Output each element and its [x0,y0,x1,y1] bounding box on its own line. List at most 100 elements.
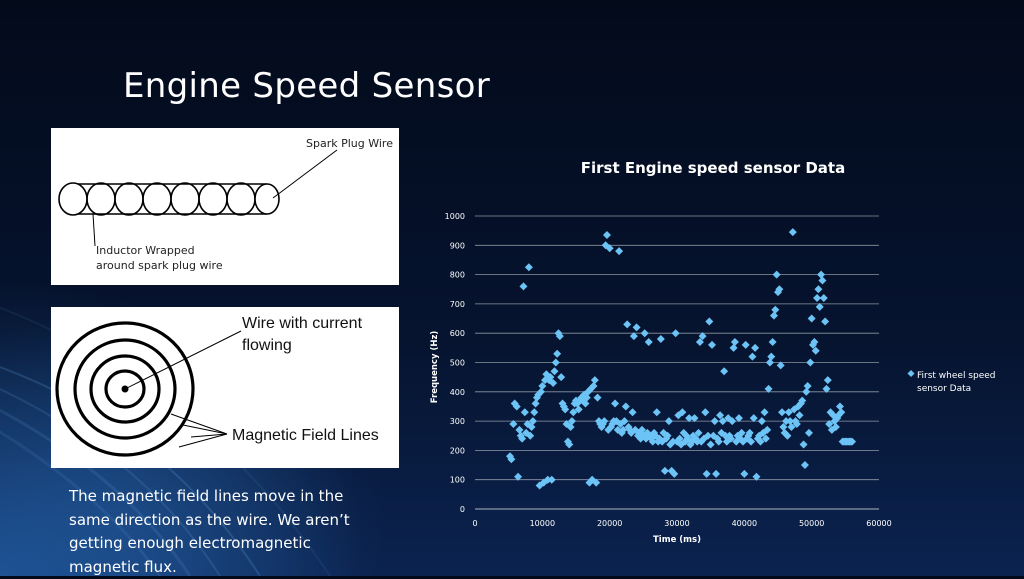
data-point [623,320,632,329]
data-point [553,349,562,358]
data-point [510,399,519,408]
inductor-coil-drawing [58,149,338,247]
data-point [747,437,756,446]
y-tick-label: 300 [450,417,465,426]
legend-label-line1: First wheel speed [917,371,996,381]
data-point [685,414,694,423]
data-point [738,437,747,446]
data-point [775,285,784,294]
data-point [823,376,832,385]
legend-label-line2: sensor Data [917,384,971,394]
data-point [536,387,545,396]
data-point [640,329,649,338]
data-point [835,402,844,411]
data-point [827,425,836,434]
data-point [734,414,743,423]
data-point [764,384,773,393]
data-point [703,431,712,440]
data-point [817,270,826,279]
data-point [625,425,634,434]
data-point [699,434,708,443]
wire-label-line1: Wire with current [242,315,363,332]
data-point [778,408,787,417]
data-point [760,408,769,417]
data-point [721,431,730,440]
y-tick-label: 100 [450,476,465,485]
data-point [776,361,785,370]
x-tick-label: 10000 [530,519,555,528]
data-point [693,437,702,446]
data-point [752,472,761,481]
data-point [745,428,754,437]
data-point [531,399,540,408]
data-point [589,381,598,390]
data-point [514,472,523,481]
data-point [656,335,665,344]
y-tick-label: 1000 [445,212,465,221]
data-point [837,408,846,417]
x-axis-title: Time (ms) [653,535,701,545]
data-point [687,437,696,446]
data-point [655,434,664,443]
inductor-label-line1: Inductor Wrapped [96,244,195,257]
data-point [509,420,518,429]
data-point [668,437,677,446]
data-point [547,475,556,484]
data-point [620,417,629,426]
data-point [538,381,547,390]
data-point [848,437,857,446]
data-point [813,294,822,303]
chart-gridlines [475,215,879,510]
y-tick-label: 600 [450,329,465,338]
data-point [615,247,624,256]
x-tick-label: 60000 [866,519,891,528]
data-point [567,417,576,426]
data-point [520,408,529,417]
data-point [819,294,828,303]
data-point [512,402,521,411]
data-point [522,428,531,437]
data-point [569,408,578,417]
data-point [592,478,601,487]
chart-title: First Engine speed sensor Data [581,159,845,177]
data-point [716,411,725,420]
data-point [648,437,657,446]
data-point [644,337,653,346]
data-point [782,417,791,426]
data-point [677,440,686,449]
data-point [701,408,710,417]
data-point [612,417,621,426]
data-point [530,408,539,417]
data-point [825,420,834,429]
data-point [551,358,560,367]
data-point [795,411,804,420]
field-lines-label: Magnetic Field Lines [232,427,379,444]
data-point [826,408,835,417]
data-point [767,352,776,361]
data-point [783,431,792,440]
data-point [523,420,532,429]
data-point [804,428,813,437]
data-point [810,337,819,346]
data-point [534,390,543,399]
data-point [829,411,838,420]
data-point [787,422,796,431]
data-point [831,422,840,431]
field-lines-drawing [55,321,242,457]
data-point [611,399,620,408]
data-point [741,340,750,349]
data-point [524,263,533,272]
data-point [602,231,611,240]
data-point [554,329,563,338]
data-point [584,387,593,396]
data-point [528,417,537,426]
data-point [718,417,727,426]
data-point [662,434,671,443]
y-tick-label: 700 [450,300,465,309]
data-point [779,422,788,431]
data-point [768,337,777,346]
data-point [814,285,823,294]
data-point [706,440,715,449]
data-point [806,358,815,367]
y-tick-label: 200 [450,446,465,455]
